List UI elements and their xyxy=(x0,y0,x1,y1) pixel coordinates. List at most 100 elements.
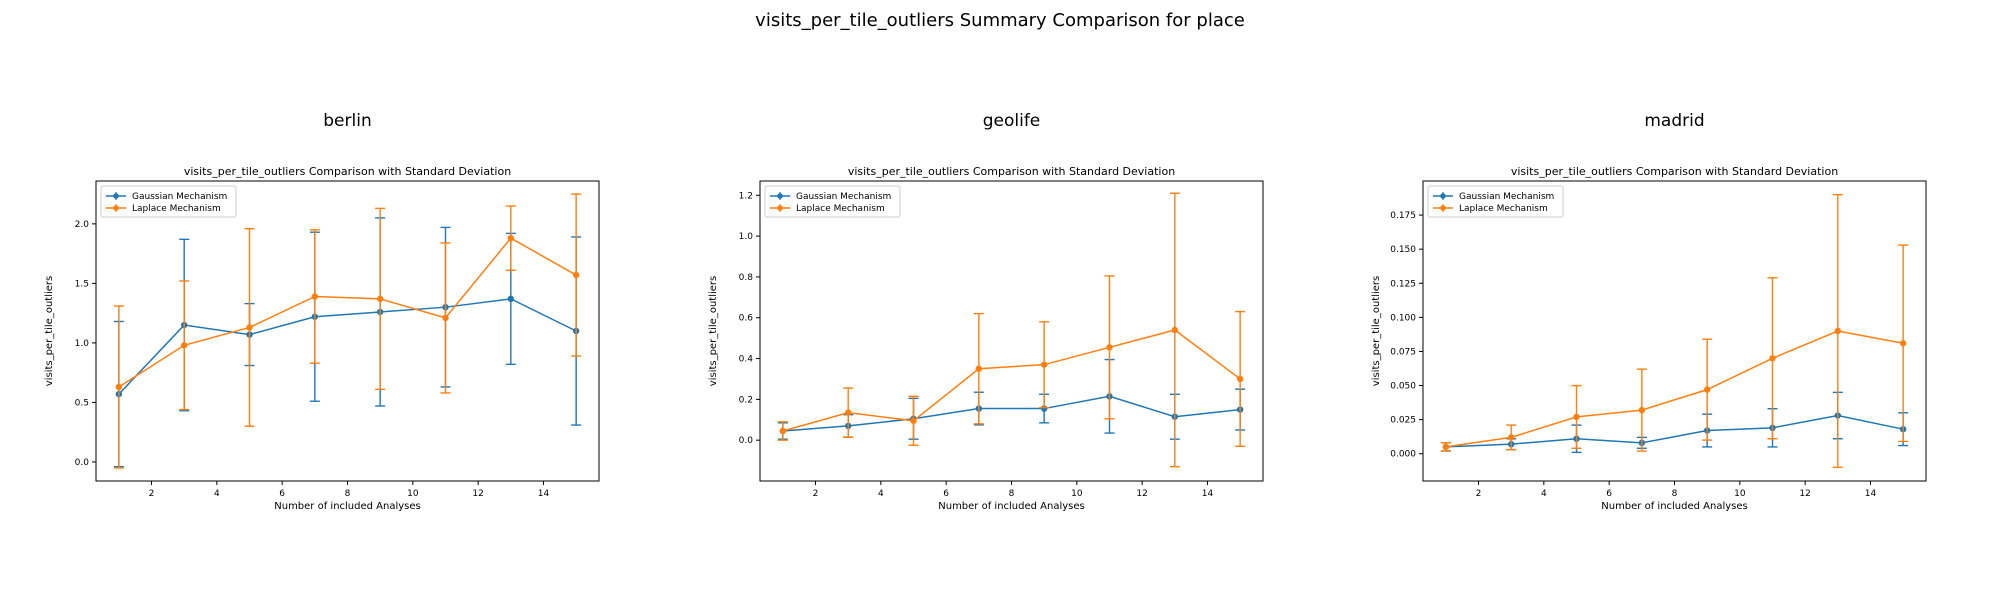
axes-frame xyxy=(95,180,600,482)
series-line xyxy=(118,237,577,388)
data-point xyxy=(1040,361,1048,368)
data-point xyxy=(1899,340,1907,347)
x-tick-label: 2 xyxy=(1476,489,1482,499)
legend-entry-gaussian: Gaussian Mechanism xyxy=(1433,192,1554,202)
legend-entry-gaussian: Gaussian Mechanism xyxy=(106,192,227,202)
legend-label: Laplace Mechanism xyxy=(1459,204,1548,214)
x-tick-label: 6 xyxy=(1606,489,1612,499)
legend-label: Gaussian Mechanism xyxy=(1459,192,1554,202)
x-tick-label: 10 xyxy=(407,489,419,499)
y-tick-label: 1.0 xyxy=(75,339,90,349)
series-laplace xyxy=(777,192,1246,468)
x-axis-label: Number of included Analyses xyxy=(274,501,421,512)
x-tick-label: 8 xyxy=(345,489,351,499)
legend-label: Gaussian Mechanism xyxy=(796,192,891,202)
x-tick-label: 8 xyxy=(1672,489,1678,499)
legend-label: Laplace Mechanism xyxy=(132,204,221,214)
series-laplace xyxy=(1440,193,1909,469)
data-point xyxy=(1638,406,1646,414)
legend-label: Gaussian Mechanism xyxy=(132,192,227,202)
data-point xyxy=(910,417,917,424)
legend-entry-laplace: Laplace Mechanism xyxy=(106,204,221,214)
data-point xyxy=(442,314,449,322)
y-tick-label: 0.175 xyxy=(1390,211,1416,221)
data-point xyxy=(115,383,123,391)
data-point xyxy=(507,234,515,242)
data-point xyxy=(1236,375,1244,383)
data-point xyxy=(376,295,384,303)
data-point xyxy=(572,271,580,279)
y-tick-label: 0.125 xyxy=(1390,279,1416,289)
x-tick-label: 14 xyxy=(1202,489,1214,499)
y-axis-label: visits_per_tile_outliers xyxy=(708,276,719,386)
data-point xyxy=(1769,355,1776,362)
y-tick-label: 0.5 xyxy=(75,398,89,408)
x-tick-label: 6 xyxy=(279,489,285,499)
panel-title: berlin xyxy=(323,111,371,131)
legend: Gaussian Mechanism Laplace Mechanism xyxy=(1427,185,1564,218)
legend-frame xyxy=(100,185,237,218)
y-tick-label: 1.2 xyxy=(739,191,753,201)
x-axis-label: Number of included Analyses xyxy=(938,501,1085,512)
panel-title: madrid xyxy=(1644,111,1704,131)
axes-title: visits_per_tile_outliers Comparison with… xyxy=(1511,165,1838,178)
y-tick-label: 0.000 xyxy=(1390,450,1416,460)
data-point xyxy=(246,324,253,331)
subplot-geolife: geolife visits_per_tile_outliers Comparis… xyxy=(708,111,1264,512)
y-tick-label: 0.0 xyxy=(75,458,90,468)
subplot-madrid: madrid visits_per_tile_outliers Compariso… xyxy=(1371,111,1927,512)
legend-frame xyxy=(1427,185,1564,218)
y-tick-label: 0.4 xyxy=(739,355,754,365)
legend: Gaussian Mechanism Laplace Mechanism xyxy=(100,185,237,218)
y-tick-label: 0.8 xyxy=(739,273,754,283)
x-tick-label: 4 xyxy=(878,489,884,499)
x-tick-label: 10 xyxy=(1734,489,1746,499)
legend-entry-laplace: Laplace Mechanism xyxy=(770,204,885,214)
data-point xyxy=(311,293,319,300)
x-tick-label: 2 xyxy=(813,489,819,499)
series-line xyxy=(118,298,577,395)
y-tick-label: 0.0 xyxy=(739,436,754,446)
data-point xyxy=(180,342,188,349)
x-tick-label: 8 xyxy=(1009,489,1015,499)
x-tick-label: 10 xyxy=(1071,489,1083,499)
x-tick-label: 12 xyxy=(1799,489,1810,499)
y-tick-label: 1.5 xyxy=(75,279,89,289)
data-point xyxy=(975,365,983,372)
y-tick-label: 0.025 xyxy=(1390,416,1416,426)
data-point xyxy=(507,295,515,303)
legend-entry-gaussian: Gaussian Mechanism xyxy=(770,192,891,202)
x-tick-label: 14 xyxy=(1865,489,1877,499)
axes-frame xyxy=(759,180,1264,482)
data-point xyxy=(1573,413,1580,421)
legend: Gaussian Mechanism Laplace Mechanism xyxy=(764,185,901,218)
x-tick-label: 12 xyxy=(1136,489,1147,499)
data-point xyxy=(844,409,852,416)
y-tick-label: 0.075 xyxy=(1390,347,1416,357)
y-tick-label: 0.100 xyxy=(1390,313,1416,323)
data-point xyxy=(1171,326,1179,334)
series-laplace xyxy=(113,193,582,469)
axes-title: visits_per_tile_outliers Comparison with… xyxy=(184,165,511,178)
legend-entry-laplace: Laplace Mechanism xyxy=(1433,204,1548,214)
x-tick-label: 2 xyxy=(149,489,155,499)
data-point xyxy=(1507,434,1515,441)
y-tick-label: 0.050 xyxy=(1390,382,1416,392)
y-axis-label: visits_per_tile_outliers xyxy=(1371,276,1382,386)
y-tick-label: 2.0 xyxy=(75,220,90,230)
x-tick-label: 14 xyxy=(538,489,550,499)
x-axis-label: Number of included Analyses xyxy=(1601,501,1748,512)
data-point xyxy=(779,427,787,435)
axes-title: visits_per_tile_outliers Comparison with… xyxy=(848,165,1175,178)
series-line xyxy=(782,329,1241,432)
subplot-berlin: berlin visits_per_tile_outliers Compariso… xyxy=(44,111,600,512)
data-point xyxy=(1834,327,1842,335)
y-tick-label: 0.2 xyxy=(739,395,753,405)
y-axis-label: visits_per_tile_outliers xyxy=(44,276,55,386)
x-tick-label: 6 xyxy=(943,489,949,499)
figure-title: visits_per_tile_outliers Summary Compari… xyxy=(755,10,1245,31)
data-point xyxy=(1703,386,1711,393)
series-line xyxy=(782,395,1241,432)
data-point xyxy=(1106,344,1113,351)
